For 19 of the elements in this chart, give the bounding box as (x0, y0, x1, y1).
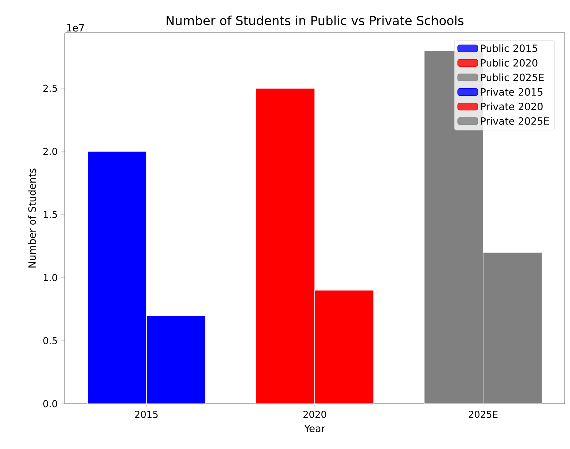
x-tick-label: 2025E (469, 411, 498, 418)
y-tick-label: 0.5 (44, 337, 58, 344)
y-tick-label: 2.0 (44, 148, 58, 156)
y-tick-label: 0.0 (44, 400, 58, 408)
legend-label: Public 2020 (481, 59, 538, 67)
x-tick-label: 2020 (304, 411, 326, 418)
legend-label: Private 2025E (481, 117, 550, 126)
legend-label: Private 2015 (481, 88, 543, 96)
legend-label: Public 2025E (481, 74, 544, 82)
y-tick-label: 1.0 (44, 274, 58, 282)
legend-label: Private 2020 (481, 102, 543, 111)
y-axis-title: Number of Students (28, 168, 36, 268)
y-tick-label: 1.5 (44, 211, 58, 218)
legend-label: Public 2015 (481, 44, 538, 52)
x-axis-title: Year (304, 425, 326, 432)
y-tick-label: 2.5 (44, 84, 58, 92)
x-tick-label: 2015 (135, 411, 158, 418)
text: 1e7 (67, 24, 84, 32)
chart-title: Number of Students in Public vs Private Schools (166, 16, 464, 26)
